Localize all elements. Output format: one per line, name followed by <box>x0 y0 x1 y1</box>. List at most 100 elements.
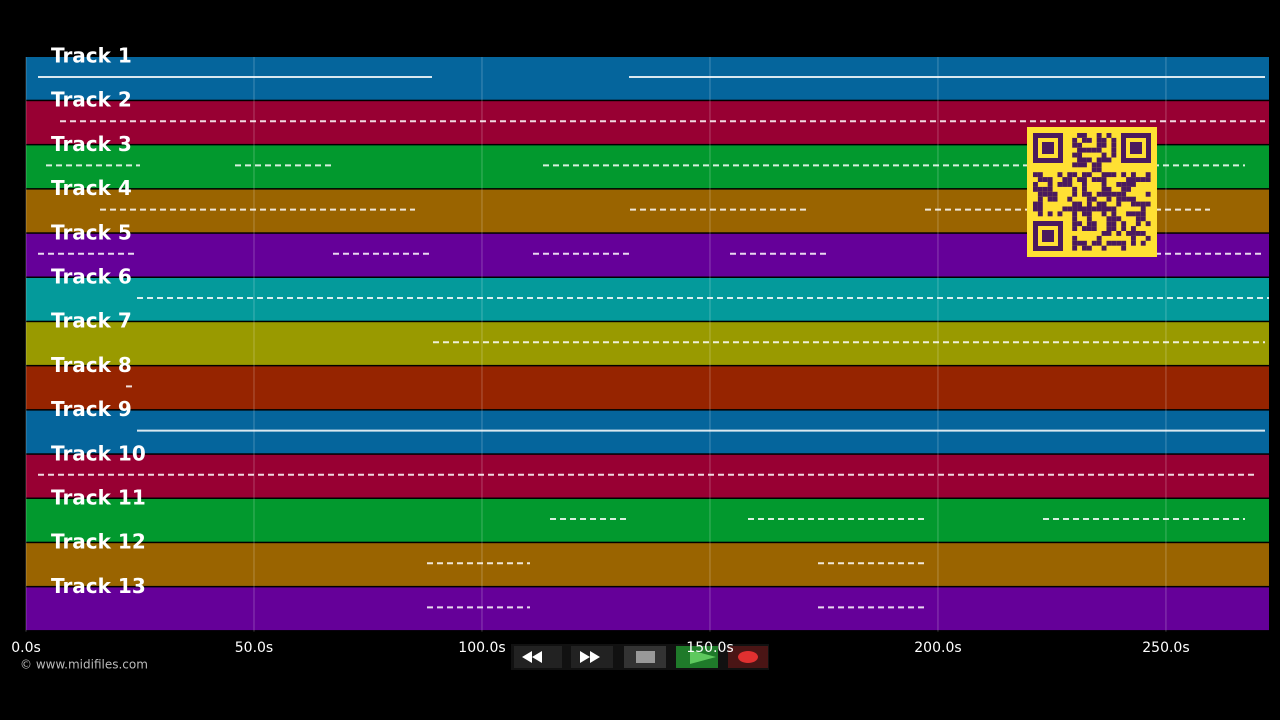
qr-module <box>1082 182 1087 187</box>
qr-module <box>1096 235 1102 241</box>
track-labels: Track 1 Track 2 Track 3 Track 4 Track 5 Track… <box>51 44 146 598</box>
qr-module <box>1091 177 1097 182</box>
qr-module <box>1121 221 1127 227</box>
qr-module <box>1135 177 1141 182</box>
qr-module <box>1131 226 1136 231</box>
stop-button[interactable] <box>624 646 666 668</box>
qr-module <box>1101 245 1107 251</box>
qr-module <box>1135 211 1141 217</box>
qr-module <box>1033 182 1038 187</box>
qr-module <box>1086 201 1092 207</box>
qr-module <box>1101 142 1107 148</box>
rewind-button[interactable] <box>514 646 562 668</box>
qr-module <box>1037 177 1043 182</box>
qr-module <box>1082 147 1087 153</box>
qr-module <box>1047 196 1053 202</box>
track-label: Track 13 <box>51 574 146 598</box>
playback-controls <box>511 644 769 670</box>
qr-module <box>1082 133 1087 138</box>
track-label: Track 7 <box>51 309 132 333</box>
qr-module <box>1096 137 1102 143</box>
qr-module <box>1101 152 1107 158</box>
qr-module <box>1033 186 1038 192</box>
qr-module <box>1106 133 1112 138</box>
qr-module <box>1135 231 1141 236</box>
qr-module <box>1121 182 1127 187</box>
qr-module <box>1126 182 1131 187</box>
qr-module <box>1082 137 1087 143</box>
qr-module <box>1101 211 1107 217</box>
track-label: Track 11 <box>51 486 146 510</box>
qr-module <box>1047 211 1053 217</box>
qr-module <box>1037 186 1043 192</box>
qr-module <box>1082 157 1087 163</box>
qr-module <box>1116 191 1122 197</box>
qr-module <box>1140 206 1146 212</box>
qr-module <box>1047 182 1053 187</box>
qr-module <box>1082 206 1087 212</box>
qr-module <box>1131 201 1136 207</box>
qr-module <box>1111 142 1117 148</box>
qr-module <box>1135 201 1141 207</box>
track-label: Track 5 <box>51 220 132 244</box>
qr-module <box>1072 226 1078 231</box>
qr-module <box>1077 157 1082 163</box>
track-label: Track 2 <box>51 88 132 112</box>
qr-module <box>1116 216 1122 222</box>
qr-module <box>1057 172 1063 178</box>
qr-module <box>1077 142 1082 148</box>
qr-module <box>1072 137 1078 143</box>
qr-module <box>1086 226 1092 231</box>
qr-module <box>1126 231 1131 236</box>
qr-module <box>1111 191 1117 197</box>
record-button[interactable] <box>728 646 768 668</box>
qr-module <box>1106 196 1112 202</box>
qr-module <box>1111 152 1117 158</box>
play-button[interactable] <box>676 646 718 668</box>
qr-module <box>1116 182 1122 187</box>
qr-module <box>1096 240 1102 246</box>
qr-module <box>1057 211 1063 217</box>
qr-module <box>1101 231 1107 236</box>
qr-module <box>1131 240 1136 246</box>
qr-module <box>1121 191 1127 197</box>
qr-module <box>1116 240 1122 246</box>
qr-module <box>1033 201 1038 207</box>
qr-module <box>1091 206 1097 212</box>
qr-module <box>1111 216 1117 222</box>
qr-module <box>1042 186 1048 192</box>
qr-module <box>1072 186 1078 192</box>
qr-module <box>1121 245 1127 251</box>
qr-module <box>1121 226 1127 231</box>
qr-module <box>1091 221 1097 227</box>
track-label: Track 1 <box>51 44 132 68</box>
qr-module <box>1111 221 1117 227</box>
qr-module <box>1116 231 1122 236</box>
qr-module <box>1106 216 1112 222</box>
qr-module <box>1145 172 1151 178</box>
qr-module <box>1111 240 1117 246</box>
qr-module <box>1101 177 1107 182</box>
qr-module <box>1082 162 1087 168</box>
qr-module <box>1067 196 1073 202</box>
qr-module <box>1057 182 1063 187</box>
qr-module <box>1131 177 1136 182</box>
qr-module <box>1140 216 1146 222</box>
qr-module <box>1077 201 1082 207</box>
qr-module <box>1111 226 1117 231</box>
qr-module <box>1096 191 1102 197</box>
copyright: © www.midifiles.com <box>20 658 148 672</box>
qr-module <box>1082 172 1087 178</box>
qr-module <box>1091 167 1097 173</box>
track-row <box>26 454 1269 498</box>
qr-module <box>1131 231 1136 236</box>
qr-module <box>1135 216 1141 222</box>
qr-module <box>1096 206 1102 212</box>
qr-module <box>1077 147 1082 153</box>
qr-module <box>1052 196 1058 202</box>
qr-module <box>1072 191 1078 197</box>
track-label: Track 12 <box>51 530 146 554</box>
fast-forward-button[interactable] <box>571 646 613 668</box>
qr-module <box>1111 172 1117 178</box>
qr-module <box>1072 201 1078 207</box>
